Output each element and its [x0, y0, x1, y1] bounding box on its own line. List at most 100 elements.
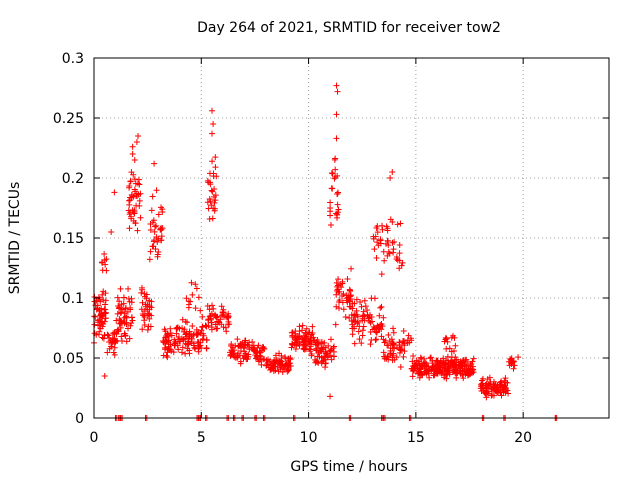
data-point	[164, 330, 171, 337]
data-point	[258, 361, 265, 368]
data-point	[373, 329, 380, 336]
data-point	[120, 318, 127, 325]
data-point	[372, 233, 379, 240]
data-point	[386, 338, 393, 345]
data-point	[366, 315, 373, 322]
data-point	[394, 221, 401, 228]
data-point	[315, 340, 322, 347]
data-point	[324, 354, 331, 361]
data-point	[450, 332, 457, 339]
data-point	[515, 354, 522, 361]
data-point	[182, 340, 189, 347]
data-point	[237, 360, 244, 367]
data-point	[378, 333, 385, 340]
data-point	[376, 312, 383, 319]
data-point	[128, 314, 135, 321]
data-point	[255, 342, 262, 349]
data-point	[315, 349, 322, 356]
data-point	[92, 313, 99, 320]
data-point	[179, 344, 186, 351]
data-point	[161, 326, 168, 333]
data-point	[118, 309, 125, 316]
data-point	[137, 214, 144, 221]
data-point	[242, 350, 249, 357]
data-point	[344, 276, 351, 283]
data-point	[461, 361, 468, 368]
data-point	[172, 339, 179, 346]
data-point	[367, 341, 374, 348]
data-point	[105, 332, 112, 339]
data-point	[327, 336, 334, 343]
data-point	[128, 191, 135, 198]
data-point	[347, 288, 354, 295]
data-point	[122, 305, 129, 312]
data-point	[296, 333, 303, 340]
data-point	[123, 313, 130, 320]
data-point	[328, 356, 335, 363]
data-point	[134, 133, 141, 139]
data-point	[389, 219, 396, 226]
data-point	[409, 373, 416, 380]
data-point	[313, 346, 320, 353]
data-point	[151, 223, 158, 230]
data-point	[333, 135, 340, 142]
data-point	[377, 237, 384, 244]
data-point	[147, 227, 154, 234]
data-point	[118, 301, 125, 308]
data-point	[158, 237, 165, 244]
data-point	[212, 164, 219, 171]
data-point	[364, 307, 371, 314]
data-point	[205, 322, 212, 329]
data-point	[103, 256, 110, 263]
y-tick-label: 0.3	[62, 51, 84, 67]
data-point	[328, 170, 335, 177]
data-point	[133, 139, 140, 145]
data-point	[372, 336, 379, 343]
data-point	[358, 303, 365, 310]
data-point	[199, 323, 206, 330]
data-point	[213, 325, 220, 332]
data-point	[497, 382, 504, 389]
data-point	[374, 229, 381, 236]
data-point	[375, 325, 382, 332]
data-point	[505, 390, 512, 397]
data-point	[373, 225, 380, 232]
data-point	[126, 225, 133, 232]
data-point	[321, 353, 328, 360]
x-tick-label: 5	[197, 430, 206, 446]
data-point	[427, 354, 434, 361]
data-point	[277, 366, 284, 373]
data-point	[285, 367, 292, 374]
data-point	[99, 323, 106, 330]
data-point	[398, 346, 405, 353]
data-point	[469, 358, 476, 365]
data-point	[332, 166, 339, 173]
data-point	[209, 158, 216, 165]
data-point	[498, 392, 505, 399]
data-point	[371, 246, 378, 253]
data-point	[511, 362, 518, 369]
data-point	[467, 362, 474, 369]
data-point	[483, 394, 490, 401]
data-point	[334, 201, 341, 208]
data-point	[510, 365, 517, 372]
data-point	[393, 353, 400, 360]
data-point	[327, 199, 334, 206]
data-point	[400, 328, 407, 335]
data-point	[416, 374, 423, 381]
data-point	[425, 367, 432, 374]
data-point	[356, 323, 363, 330]
data-point	[126, 335, 133, 342]
data-point	[234, 354, 241, 361]
data-point	[380, 314, 387, 321]
data-point	[194, 331, 201, 338]
data-point	[211, 207, 218, 214]
data-point	[244, 341, 251, 348]
data-point	[318, 360, 325, 367]
data-point	[327, 393, 334, 400]
data-point	[176, 325, 183, 332]
data-point	[116, 298, 123, 305]
data-point	[155, 211, 162, 218]
data-point	[353, 307, 360, 314]
data-point	[209, 215, 216, 222]
